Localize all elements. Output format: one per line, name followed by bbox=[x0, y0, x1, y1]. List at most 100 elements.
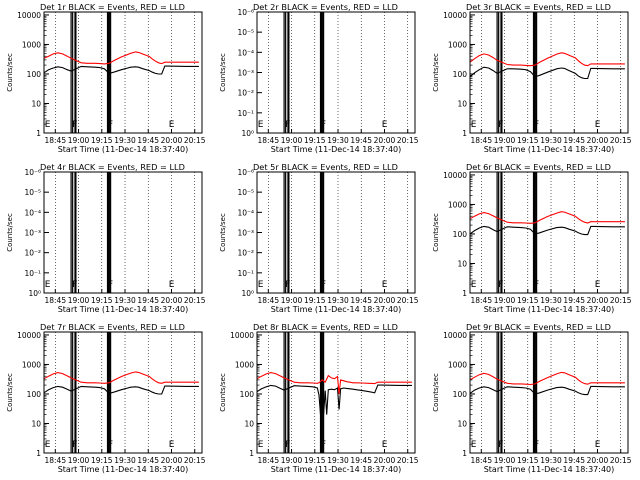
x-axis-label: Start Time (11-Dec-14 18:37:40) bbox=[484, 305, 615, 314]
detector-panel-8: Det 8r BLACK = Events, RED = LLD E F F E 18:4… bbox=[219, 322, 419, 474]
x-tick-label: 18:45 bbox=[470, 136, 492, 145]
detector-panel-1: Det 1r BLACK = Events, RED = LLD E F F E 18:4… bbox=[6, 2, 206, 154]
y-tick-label: 100 bbox=[240, 390, 255, 399]
x-tick-label: 18:45 bbox=[257, 456, 279, 465]
y-axis-label: Counts/sec bbox=[219, 213, 227, 252]
y-tick-label: 10⁻⁴ bbox=[24, 208, 41, 217]
detector-panel-9: Det 9r BLACK = Events, RED = LLD E F F E 18:4… bbox=[432, 322, 632, 474]
plot-frame bbox=[43, 171, 203, 294]
panel-title: Det 9r BLACK = Events, RED = LLD bbox=[466, 322, 611, 332]
marker-label: E bbox=[382, 440, 388, 450]
y-tick-label: 10⁻³ bbox=[237, 69, 254, 78]
x-tick-label: 19:30 bbox=[540, 456, 562, 465]
marker-label: E bbox=[258, 280, 264, 290]
x-tick-label: 20:00 bbox=[161, 296, 183, 305]
y-tick-label: 10⁻⁵ bbox=[24, 188, 41, 197]
marker-label: F bbox=[108, 280, 113, 290]
lld-series-line bbox=[469, 371, 625, 386]
y-axis-label: Counts/sec bbox=[219, 373, 227, 412]
plot-frame bbox=[256, 11, 416, 134]
x-tick-label: 19:00 bbox=[281, 456, 303, 465]
y-tick-label: 10⁻⁶ bbox=[24, 168, 41, 177]
x-tick-label: 18:45 bbox=[257, 296, 279, 305]
x-tick-label: 20:15 bbox=[610, 136, 632, 145]
x-tick-label: 19:15 bbox=[517, 136, 539, 145]
marker-label: F bbox=[108, 440, 113, 450]
marker-label: F bbox=[498, 120, 503, 130]
x-tick-label: 20:00 bbox=[587, 136, 609, 145]
x-tick-label: 20:15 bbox=[397, 296, 419, 305]
x-tick-label: 19:45 bbox=[350, 296, 372, 305]
x-axis-label: Start Time (11-Dec-14 18:37:40) bbox=[271, 305, 402, 314]
y-tick-label: 10⁻⁶ bbox=[237, 8, 254, 17]
panel-title: Det 1r BLACK = Events, RED = LLD bbox=[40, 2, 185, 12]
marker-label: F bbox=[285, 120, 290, 130]
x-tick-label: 20:15 bbox=[184, 136, 206, 145]
marker-label: F bbox=[72, 120, 77, 130]
y-axis-label: Counts/sec bbox=[6, 213, 14, 252]
x-tick-label: 20:15 bbox=[610, 296, 632, 305]
x-tick-label: 18:45 bbox=[44, 456, 66, 465]
x-tick-label: 20:00 bbox=[587, 456, 609, 465]
x-tick-label: 19:00 bbox=[68, 456, 90, 465]
x-tick-label: 19:00 bbox=[494, 136, 516, 145]
x-axis-label: Start Time (11-Dec-14 18:37:40) bbox=[271, 465, 402, 474]
x-tick-label: 18:45 bbox=[44, 296, 66, 305]
detector-panel-7: Det 7r BLACK = Events, RED = LLD E F F E 18:4… bbox=[6, 322, 206, 474]
x-axis-label: Start Time (11-Dec-14 18:37:40) bbox=[58, 305, 189, 314]
plot-frame bbox=[469, 331, 629, 454]
x-axis-label: Start Time (11-Dec-14 18:37:40) bbox=[58, 145, 189, 154]
y-tick-label: 1 bbox=[462, 129, 467, 138]
x-axis-label: Start Time (11-Dec-14 18:37:40) bbox=[271, 145, 402, 154]
detector-panel-6: Det 6r BLACK = Events, RED = LLD E F F E 18:4… bbox=[432, 162, 632, 314]
y-tick-label: 10 bbox=[457, 419, 467, 428]
x-tick-label: 19:00 bbox=[68, 136, 90, 145]
x-tick-label: 19:00 bbox=[494, 456, 516, 465]
marker-label: E bbox=[169, 120, 175, 130]
x-tick-label: 20:15 bbox=[397, 456, 419, 465]
plot-frame bbox=[256, 331, 416, 454]
y-tick-label: 1000 bbox=[22, 40, 41, 49]
x-tick-label: 19:15 bbox=[517, 296, 539, 305]
x-tick-label: 19:45 bbox=[563, 136, 585, 145]
x-tick-label: 19:00 bbox=[494, 296, 516, 305]
y-tick-label: 10⁻³ bbox=[24, 229, 41, 238]
marker-label: E bbox=[169, 280, 175, 290]
marker-label: F bbox=[498, 280, 503, 290]
x-tick-label: 20:15 bbox=[397, 136, 419, 145]
y-tick-label: 10000 bbox=[443, 331, 467, 340]
y-tick-label: 10⁻¹ bbox=[24, 269, 41, 278]
lld-series-line bbox=[43, 371, 199, 384]
y-tick-label: 1000 bbox=[235, 360, 254, 369]
events-series-line bbox=[469, 225, 625, 236]
x-tick-label: 19:45 bbox=[137, 456, 159, 465]
x-tick-label: 19:45 bbox=[350, 456, 372, 465]
x-tick-label: 19:30 bbox=[540, 296, 562, 305]
marker-label: F bbox=[285, 440, 290, 450]
y-tick-label: 10 bbox=[457, 99, 467, 108]
panel-title: Det 5r BLACK = Events, RED = LLD bbox=[253, 162, 398, 172]
marker-label: E bbox=[595, 440, 601, 450]
y-tick-label: 10⁻³ bbox=[237, 229, 254, 238]
x-axis-label: Start Time (11-Dec-14 18:37:40) bbox=[58, 465, 189, 474]
x-tick-label: 19:45 bbox=[563, 456, 585, 465]
events-series-line bbox=[43, 65, 199, 75]
plot-frame bbox=[43, 11, 203, 134]
x-tick-label: 19:00 bbox=[68, 296, 90, 305]
marker-label: E bbox=[382, 280, 388, 290]
x-tick-label: 19:30 bbox=[327, 456, 349, 465]
y-tick-label: 10⁰ bbox=[241, 289, 254, 298]
marker-label: E bbox=[258, 440, 264, 450]
x-tick-label: 20:15 bbox=[184, 296, 206, 305]
marker-label: E bbox=[45, 440, 51, 450]
x-tick-label: 19:15 bbox=[517, 456, 539, 465]
x-tick-label: 18:45 bbox=[470, 296, 492, 305]
panel-title: Det 4r BLACK = Events, RED = LLD bbox=[40, 162, 185, 172]
marker-label: E bbox=[471, 120, 477, 130]
x-tick-label: 19:00 bbox=[281, 136, 303, 145]
y-tick-label: 100 bbox=[453, 70, 468, 79]
y-tick-label: 1000 bbox=[22, 360, 41, 369]
panel-title: Det 7r BLACK = Events, RED = LLD bbox=[40, 322, 185, 332]
x-tick-label: 19:30 bbox=[114, 296, 136, 305]
marker-label: F bbox=[534, 440, 539, 450]
